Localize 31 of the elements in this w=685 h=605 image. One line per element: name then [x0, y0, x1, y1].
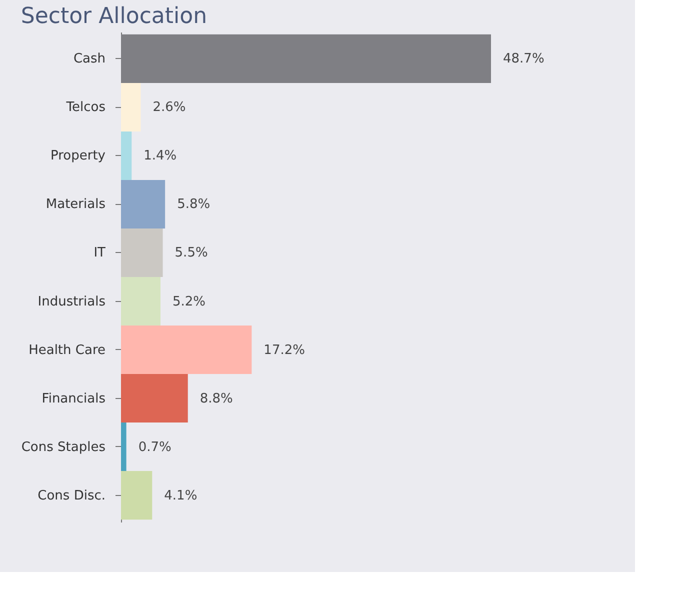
data-label: 5.5% [174, 246, 208, 261]
data-label: 0.7% [138, 440, 172, 455]
y-tick-label: Materials [46, 197, 106, 212]
y-tick-label: Telcos [65, 100, 106, 116]
data-label: 4.1% [164, 488, 198, 504]
bar [121, 180, 166, 228]
y-tick-label: Property [50, 148, 106, 164]
chart-title: Sector Allocation [20, 4, 208, 29]
data-label: 5.2% [172, 294, 206, 310]
data-label: 48.7% [503, 52, 544, 67]
bar [121, 374, 188, 423]
y-tick-label: Cons Staples [21, 440, 106, 455]
data-label: 2.6% [152, 100, 186, 116]
data-label: 8.8% [200, 391, 233, 406]
y-tick-label: IT [94, 246, 106, 261]
y-tick-label: Cons Disc. [38, 488, 106, 504]
bar [121, 471, 152, 520]
bar [121, 82, 141, 132]
bar [121, 277, 161, 326]
data-label: 1.4% [144, 148, 177, 164]
y-tick-label: Financials [42, 391, 106, 406]
bar [121, 422, 126, 472]
bar [121, 228, 163, 277]
y-tick-label: Health Care [28, 342, 106, 358]
y-tick-label: Cash [73, 52, 106, 67]
data-label: 5.8% [177, 197, 210, 212]
bar [121, 326, 252, 374]
bar [121, 34, 491, 83]
data-label: 17.2% [264, 342, 305, 358]
bar [121, 131, 132, 180]
y-tick-label: Industrials [38, 294, 106, 310]
